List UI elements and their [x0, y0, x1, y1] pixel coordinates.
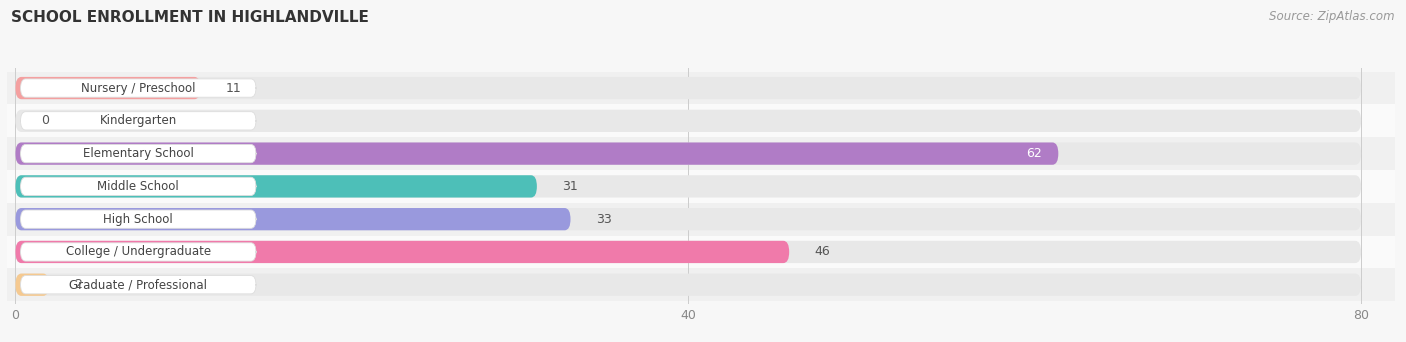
- FancyBboxPatch shape: [15, 241, 1361, 263]
- FancyBboxPatch shape: [21, 144, 256, 163]
- Text: 11: 11: [226, 81, 242, 95]
- FancyBboxPatch shape: [15, 208, 1361, 230]
- FancyBboxPatch shape: [21, 210, 256, 228]
- Text: 62: 62: [1026, 147, 1042, 160]
- Text: Kindergarten: Kindergarten: [100, 114, 177, 127]
- FancyBboxPatch shape: [15, 110, 1361, 132]
- FancyBboxPatch shape: [0, 170, 1395, 203]
- FancyBboxPatch shape: [15, 77, 201, 99]
- FancyBboxPatch shape: [15, 274, 49, 296]
- FancyBboxPatch shape: [15, 143, 1361, 165]
- FancyBboxPatch shape: [0, 72, 1395, 104]
- FancyBboxPatch shape: [21, 112, 256, 130]
- Text: Elementary School: Elementary School: [83, 147, 194, 160]
- FancyBboxPatch shape: [15, 175, 537, 198]
- Text: 0: 0: [41, 114, 49, 127]
- FancyBboxPatch shape: [0, 104, 1395, 137]
- FancyBboxPatch shape: [15, 143, 1059, 165]
- Text: College / Undergraduate: College / Undergraduate: [66, 246, 211, 259]
- Text: Graduate / Professional: Graduate / Professional: [69, 278, 207, 291]
- Text: 2: 2: [75, 278, 82, 291]
- FancyBboxPatch shape: [21, 276, 256, 294]
- Text: SCHOOL ENROLLMENT IN HIGHLANDVILLE: SCHOOL ENROLLMENT IN HIGHLANDVILLE: [11, 10, 370, 25]
- FancyBboxPatch shape: [21, 177, 256, 196]
- Text: 31: 31: [562, 180, 578, 193]
- Text: Middle School: Middle School: [97, 180, 179, 193]
- FancyBboxPatch shape: [0, 236, 1395, 268]
- FancyBboxPatch shape: [15, 241, 789, 263]
- FancyBboxPatch shape: [0, 203, 1395, 236]
- Text: 46: 46: [814, 246, 830, 259]
- FancyBboxPatch shape: [15, 175, 1361, 198]
- FancyBboxPatch shape: [15, 208, 571, 230]
- FancyBboxPatch shape: [0, 268, 1395, 301]
- FancyBboxPatch shape: [15, 274, 1361, 296]
- Text: Nursery / Preschool: Nursery / Preschool: [82, 81, 195, 95]
- Text: 33: 33: [596, 213, 612, 226]
- FancyBboxPatch shape: [21, 79, 256, 97]
- FancyBboxPatch shape: [0, 137, 1395, 170]
- Text: Source: ZipAtlas.com: Source: ZipAtlas.com: [1270, 10, 1395, 23]
- FancyBboxPatch shape: [21, 243, 256, 261]
- FancyBboxPatch shape: [15, 77, 1361, 99]
- Text: High School: High School: [104, 213, 173, 226]
